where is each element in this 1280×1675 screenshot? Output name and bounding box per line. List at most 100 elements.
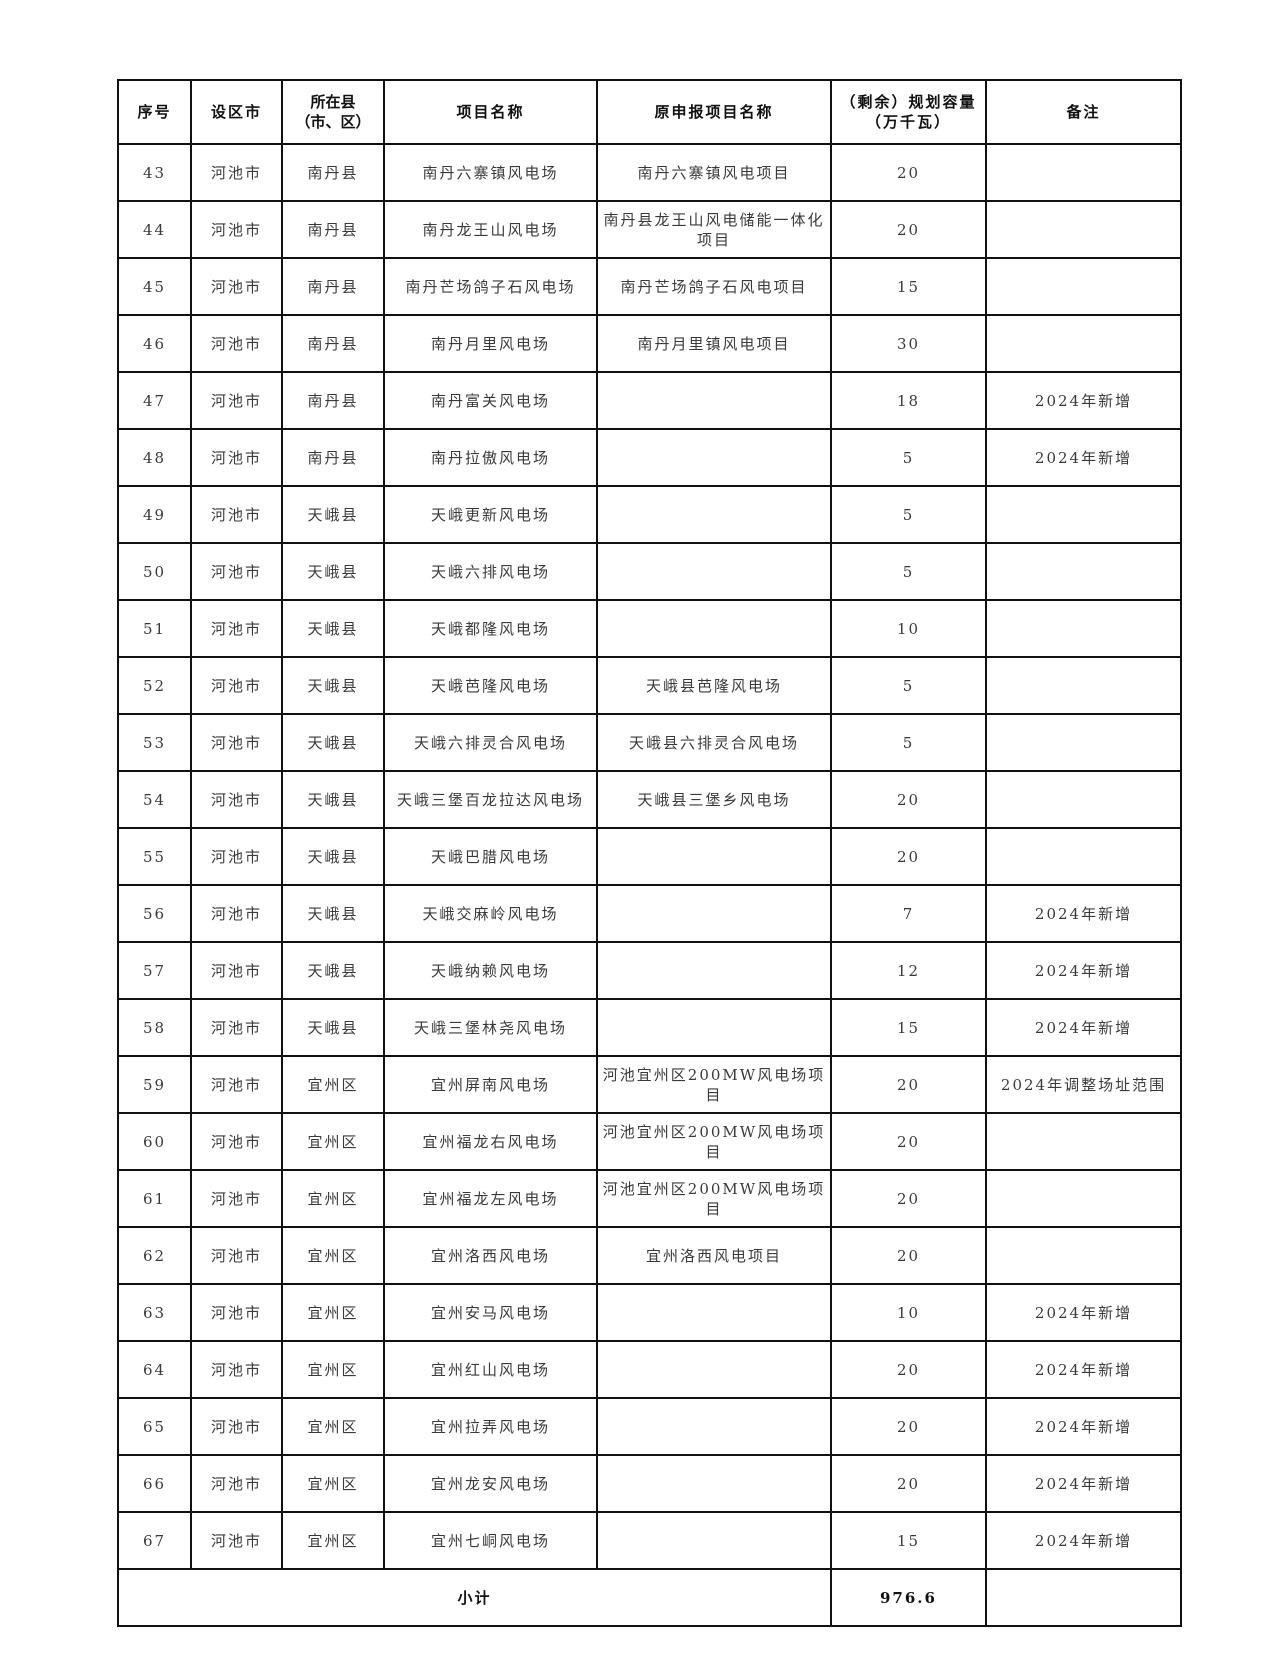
table-row: 56 河池市 天峨县 天峨交麻岭风电场 7 2024年新增 [117, 884, 1182, 943]
cell-remarks: 2024年新增 [985, 941, 1182, 1000]
cell-project-name: 天峨都隆风电场 [383, 599, 598, 658]
header-index: 序号 [117, 79, 192, 145]
table-row: 57 河池市 天峨县 天峨纳赖风电场 12 2024年新增 [117, 941, 1182, 1000]
cell-original-name [596, 827, 832, 886]
cell-index: 65 [117, 1397, 192, 1456]
table-row: 50 河池市 天峨县 天峨六排风电场 5 [117, 542, 1182, 601]
cell-index: 50 [117, 542, 192, 601]
cell-remarks: 2024年新增 [985, 1283, 1182, 1342]
cell-remarks: 2024年新增 [985, 428, 1182, 487]
cell-capacity: 5 [830, 428, 987, 487]
cell-index: 66 [117, 1454, 192, 1513]
cell-capacity: 15 [830, 998, 987, 1057]
cell-project-name: 天峨六排风电场 [383, 542, 598, 601]
cell-city: 河池市 [190, 542, 283, 601]
cell-county: 南丹县 [281, 143, 385, 202]
cell-project-name: 天峨三堡百龙拉达风电场 [383, 770, 598, 829]
cell-project-name: 南丹月里风电场 [383, 314, 598, 373]
cell-index: 56 [117, 884, 192, 943]
cell-original-name [596, 371, 832, 430]
cell-index: 44 [117, 200, 192, 259]
project-table: 序号 设区市 所在县（市、区） 项目名称 原申报项目名称 （剩余）规划容量 （万千… [117, 79, 1182, 1627]
table-row: 60 河池市 宜州区 宜州福龙右风电场 河池宜州区200MW风电场项目 20 [117, 1112, 1182, 1171]
cell-city: 河池市 [190, 656, 283, 715]
cell-index: 45 [117, 257, 192, 316]
cell-city: 河池市 [190, 314, 283, 373]
cell-capacity: 20 [830, 770, 987, 829]
cell-remarks: 2024年新增 [985, 1340, 1182, 1399]
cell-capacity: 20 [830, 1454, 987, 1513]
cell-capacity: 20 [830, 1226, 987, 1285]
cell-remarks: 2024年新增 [985, 884, 1182, 943]
cell-remarks [985, 1226, 1182, 1285]
cell-project-name: 天峨芭隆风电场 [383, 656, 598, 715]
cell-capacity: 20 [830, 1397, 987, 1456]
cell-county: 宜州区 [281, 1112, 385, 1171]
cell-original-name [596, 884, 832, 943]
cell-county: 天峨县 [281, 485, 385, 544]
cell-county: 天峨县 [281, 656, 385, 715]
cell-original-name [596, 1511, 832, 1570]
cell-county: 宜州区 [281, 1340, 385, 1399]
cell-original-name: 宜州洛西风电项目 [596, 1226, 832, 1285]
cell-county: 天峨县 [281, 998, 385, 1057]
table-row: 61 河池市 宜州区 宜州福龙左风电场 河池宜州区200MW风电场项目 20 [117, 1169, 1182, 1228]
cell-project-name: 宜州福龙左风电场 [383, 1169, 598, 1228]
cell-index: 49 [117, 485, 192, 544]
table-row: 46 河池市 南丹县 南丹月里风电场 南丹月里镇风电项目 30 [117, 314, 1182, 373]
header-capacity: （剩余）规划容量 （万千瓦） [830, 79, 987, 145]
cell-remarks [985, 542, 1182, 601]
table-row: 53 河池市 天峨县 天峨六排灵合风电场 天峨县六排灵合风电场 5 [117, 713, 1182, 772]
cell-capacity: 5 [830, 656, 987, 715]
table-row: 59 河池市 宜州区 宜州屏南风电场 河池宜州区200MW风电场项目 20 2024年调整场… [117, 1055, 1182, 1114]
table-row: 55 河池市 天峨县 天峨巴腊风电场 20 [117, 827, 1182, 886]
cell-project-name: 南丹富关风电场 [383, 371, 598, 430]
cell-original-name [596, 599, 832, 658]
cell-project-name: 南丹拉傲风电场 [383, 428, 598, 487]
cell-project-name: 宜州屏南风电场 [383, 1055, 598, 1114]
table-row: 62 河池市 宜州区 宜州洛西风电场 宜州洛西风电项目 20 [117, 1226, 1182, 1285]
cell-original-name: 河池宜州区200MW风电场项目 [596, 1112, 832, 1171]
cell-county: 宜州区 [281, 1226, 385, 1285]
cell-county: 天峨县 [281, 599, 385, 658]
cell-remarks [985, 1112, 1182, 1171]
cell-project-name: 天峨六排灵合风电场 [383, 713, 598, 772]
cell-original-name: 河池宜州区200MW风电场项目 [596, 1055, 832, 1114]
cell-capacity: 5 [830, 542, 987, 601]
cell-original-name: 天峨县芭隆风电场 [596, 656, 832, 715]
cell-county: 天峨县 [281, 542, 385, 601]
table-row: 54 河池市 天峨县 天峨三堡百龙拉达风电场 天峨县三堡乡风电场 20 [117, 770, 1182, 829]
cell-index: 59 [117, 1055, 192, 1114]
cell-original-name: 河池宜州区200MW风电场项目 [596, 1169, 832, 1228]
cell-capacity: 20 [830, 1340, 987, 1399]
cell-county: 天峨县 [281, 827, 385, 886]
header-capacity-line1: （剩余）规划容量 [840, 93, 977, 111]
table-row: 43 河池市 南丹县 南丹六寨镇风电场 南丹六寨镇风电项目 20 [117, 143, 1182, 202]
cell-city: 河池市 [190, 827, 283, 886]
cell-original-name: 天峨县三堡乡风电场 [596, 770, 832, 829]
cell-city: 河池市 [190, 770, 283, 829]
cell-remarks [985, 314, 1182, 373]
cell-original-name: 天峨县六排灵合风电场 [596, 713, 832, 772]
table-row: 63 河池市 宜州区 宜州安马风电场 10 2024年新增 [117, 1283, 1182, 1342]
cell-capacity: 20 [830, 1055, 987, 1114]
cell-project-name: 天峨更新风电场 [383, 485, 598, 544]
cell-capacity: 15 [830, 257, 987, 316]
cell-city: 河池市 [190, 200, 283, 259]
cell-city: 河池市 [190, 1112, 283, 1171]
cell-county: 天峨县 [281, 713, 385, 772]
cell-index: 53 [117, 713, 192, 772]
cell-city: 河池市 [190, 998, 283, 1057]
cell-index: 54 [117, 770, 192, 829]
cell-index: 52 [117, 656, 192, 715]
cell-project-name: 宜州龙安风电场 [383, 1454, 598, 1513]
cell-city: 河池市 [190, 941, 283, 1000]
cell-original-name [596, 485, 832, 544]
subtotal-label: 小计 [117, 1568, 832, 1627]
cell-index: 46 [117, 314, 192, 373]
cell-remarks: 2024年新增 [985, 1511, 1182, 1570]
cell-project-name: 天峨交麻岭风电场 [383, 884, 598, 943]
cell-city: 河池市 [190, 1511, 283, 1570]
table-row: 48 河池市 南丹县 南丹拉傲风电场 5 2024年新增 [117, 428, 1182, 487]
cell-remarks [985, 656, 1182, 715]
